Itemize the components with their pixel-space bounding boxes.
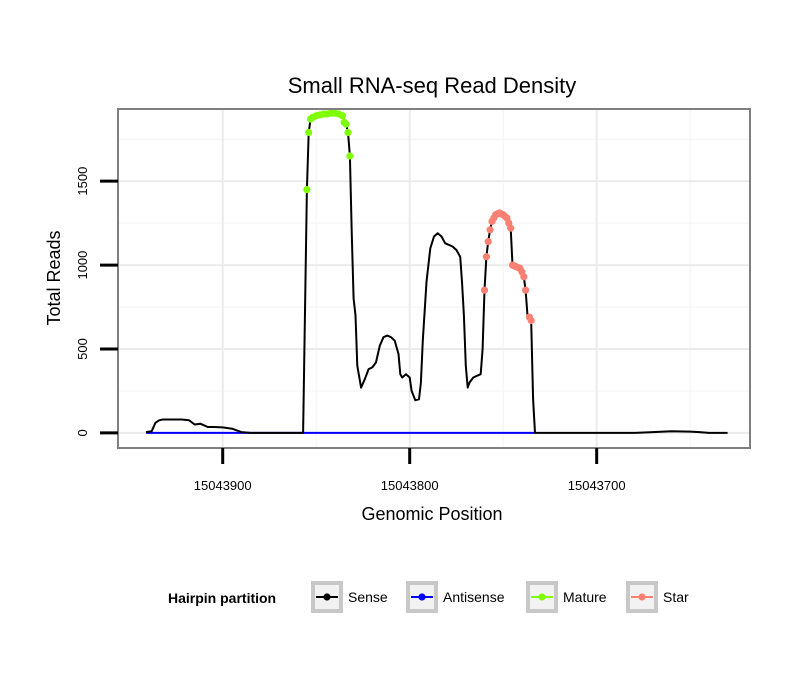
legend-item-antisense: Antisense (406, 581, 505, 613)
data-point-mature (346, 152, 354, 160)
x-tick-label: 15043800 (381, 478, 439, 493)
plot-panel (118, 109, 750, 448)
legend: Hairpin partition Sense Antisense Mature St… (168, 581, 689, 613)
legend-label-sense: Sense (348, 589, 388, 605)
legend-key-point (538, 593, 546, 601)
data-point-star (527, 316, 535, 325)
legend-key-point (638, 593, 646, 601)
x-axis-label: Genomic Position (361, 504, 502, 524)
x-axis: 15043900 15043800 15043700 (194, 448, 626, 493)
data-point-mature (344, 128, 352, 137)
legend-item-mature: Mature (526, 581, 607, 613)
y-axis: 0 500 1000 1500 (75, 167, 118, 437)
data-point-star (482, 253, 490, 261)
data-point-star (520, 273, 528, 281)
data-point-star (484, 238, 492, 246)
series-mature (303, 109, 354, 194)
plot-border (117, 108, 751, 449)
x-tick-label: 15043900 (194, 478, 252, 493)
data-point-star (486, 226, 494, 234)
y-axis-label: Total Reads (44, 230, 64, 325)
legend-title: Hairpin partition (168, 590, 276, 606)
y-tick-label: 1500 (75, 167, 90, 196)
series-star (480, 209, 535, 325)
data-point-mature (303, 186, 311, 194)
chart-title: Small RNA-seq Read Density (288, 73, 577, 98)
legend-label-star: Star (663, 589, 689, 605)
data-point-mature (305, 128, 313, 137)
y-tick-label: 500 (75, 338, 90, 360)
data-point-mature (338, 112, 346, 120)
legend-label-antisense: Antisense (443, 589, 505, 605)
data-point-mature (342, 120, 350, 128)
legend-key-point (418, 593, 426, 601)
y-tick-label: 1000 (75, 251, 90, 280)
series-layer (145, 109, 728, 434)
x-tick-label: 15043700 (568, 478, 626, 493)
data-point-star (480, 286, 489, 294)
legend-key-point (323, 593, 331, 601)
gridlines (118, 109, 750, 448)
data-point-star (522, 286, 530, 294)
data-point-star (507, 224, 515, 232)
legend-item-star: Star (626, 581, 689, 613)
legend-label-mature: Mature (563, 589, 607, 605)
legend-item-sense: Sense (311, 581, 388, 613)
y-tick-label: 0 (75, 429, 90, 436)
